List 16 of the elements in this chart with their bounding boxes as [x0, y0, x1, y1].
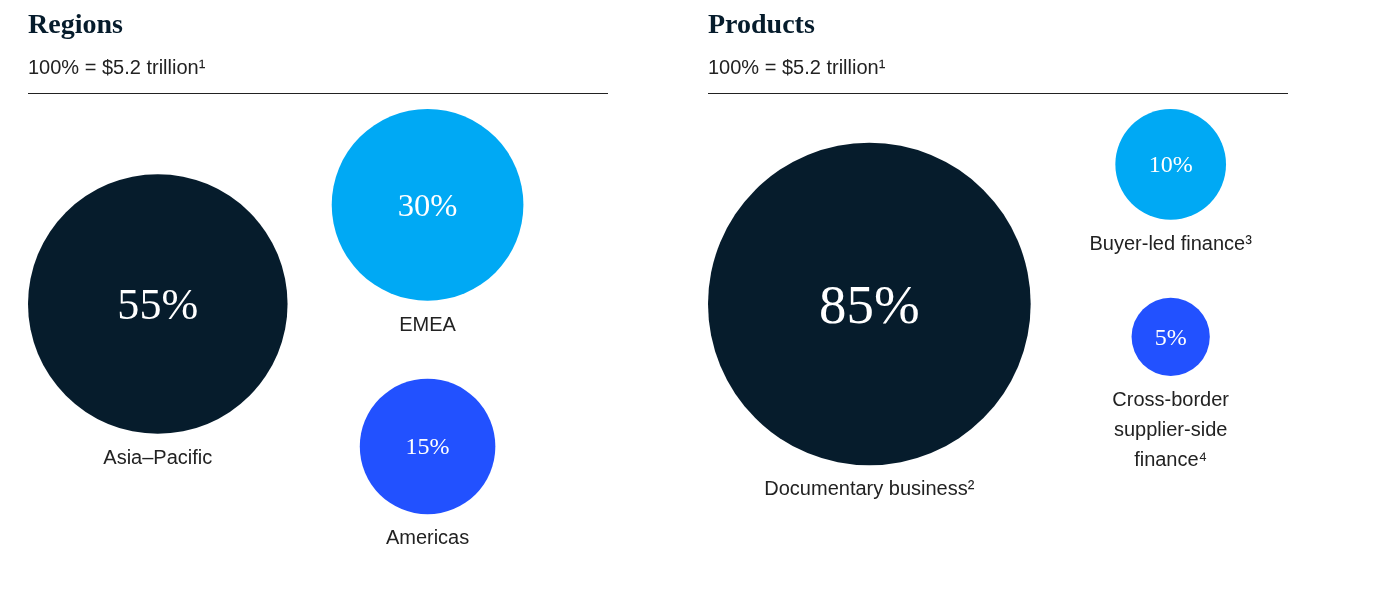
category-label: Asia–Pacific — [103, 445, 213, 468]
data-label: 10% — [1148, 151, 1193, 178]
category-label: EMEA — [399, 312, 457, 335]
data-label: 55% — [117, 279, 199, 329]
data-label: 85% — [819, 273, 920, 335]
text: 100% = $5.2 trillion¹ — [28, 56, 608, 94]
text: Products — [708, 8, 816, 40]
data-label: 15% — [405, 433, 450, 460]
text: 100% = $5.2 trillion¹ — [708, 56, 1288, 94]
category-label: Cross-border supplier-side finance⁴ — [1112, 387, 1230, 470]
text: Regions — [28, 8, 124, 40]
category-label: Buyer-led finance³ — [1089, 231, 1253, 254]
category-label: Documentary business² — [764, 477, 975, 500]
category-label: Americas — [385, 526, 470, 549]
data-label: 5% — [1154, 323, 1187, 350]
data-label: 30% — [397, 186, 458, 223]
